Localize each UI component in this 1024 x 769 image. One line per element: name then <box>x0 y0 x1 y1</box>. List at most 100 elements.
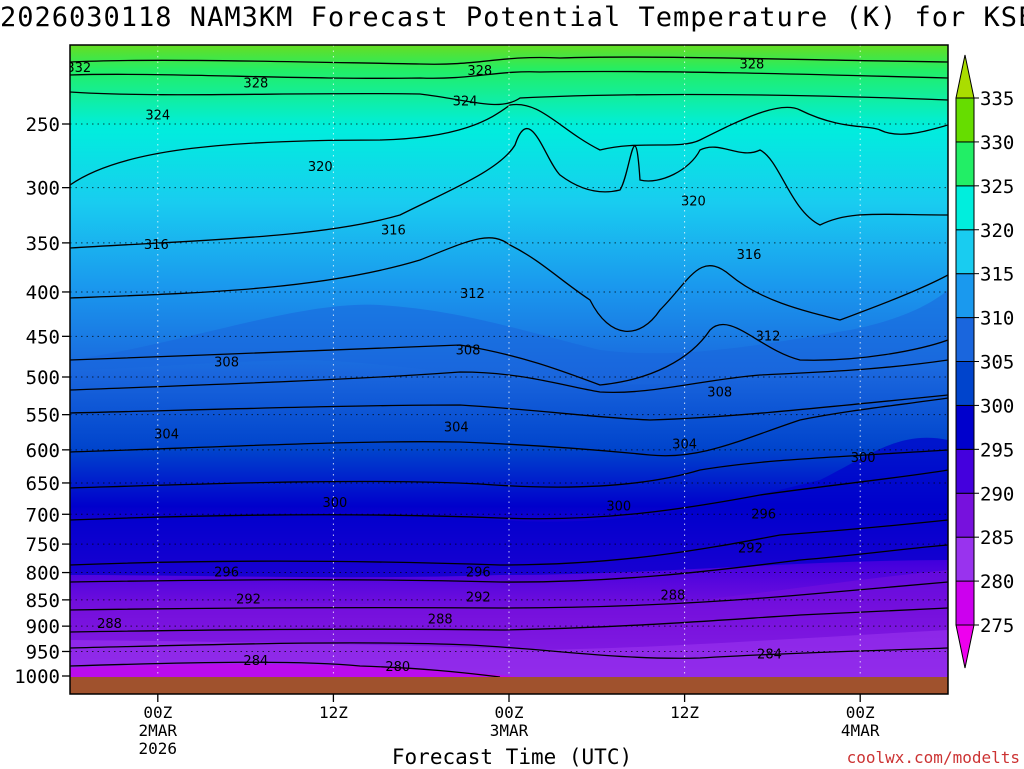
colorbar-min-arrow <box>955 624 975 669</box>
contour-label: 304 <box>672 437 697 452</box>
contour-label: 312 <box>756 329 781 344</box>
colorbar-label: 330 <box>980 132 1014 154</box>
y-tick-label: 600 <box>26 440 60 462</box>
x-axis-title: Forecast Time (UTC) <box>391 745 633 769</box>
contour-label: 328 <box>739 58 764 73</box>
contour-line <box>70 91 948 106</box>
colorbar-swatch <box>955 492 975 538</box>
contour-line <box>70 394 948 421</box>
contour-line <box>70 323 948 386</box>
contour-label: 324 <box>453 94 478 109</box>
y-tick-label: 550 <box>26 405 60 427</box>
x-tick-label: 00Z <box>846 703 875 722</box>
colorbar-swatch <box>955 141 975 187</box>
colorbar-swatch <box>955 97 975 143</box>
contour-label: 316 <box>737 248 762 263</box>
colorbar-swatch <box>955 580 975 626</box>
colorbar-swatch <box>955 273 975 319</box>
contour-label: 308 <box>214 356 239 371</box>
contour-lines <box>70 56 948 677</box>
chart-title: 2026030118 NAM3KM Forecast Potential Tem… <box>0 2 1024 33</box>
x-tick-date-label: 2026 <box>139 739 178 758</box>
contour-label: 296 <box>466 566 491 581</box>
colorbar-label: 315 <box>980 264 1014 286</box>
contour-line <box>70 397 948 457</box>
contour-label: 304 <box>444 421 469 436</box>
x-tick-date-label: 3MAR <box>490 721 529 740</box>
colorbar-swatch <box>955 317 975 363</box>
y-tick-label: 650 <box>26 473 60 495</box>
y-tick-label: 350 <box>26 233 60 255</box>
colorbar-label: 325 <box>980 176 1014 198</box>
theta-field: 332 328 328 328 324 324 320 320 316 316 316 312 312 3… <box>66 45 948 677</box>
contour-label: 316 <box>381 223 406 238</box>
x-tick-label: 00Z <box>495 703 524 722</box>
colorbar-label: 305 <box>980 352 1014 374</box>
contour-label: 288 <box>428 612 453 627</box>
contour-label: 328 <box>243 76 268 91</box>
colorbar-swatch <box>955 536 975 582</box>
colorbar-label: 320 <box>980 220 1014 242</box>
colorbar-swatch <box>955 185 975 231</box>
contour-label: 296 <box>751 507 776 522</box>
colorbar-label: 310 <box>980 308 1014 330</box>
colorbar-label: 275 <box>980 615 1014 637</box>
y-tick-label: 1000 <box>14 666 60 688</box>
contour-label: 296 <box>214 566 239 581</box>
x-tick-date-label: 2MAR <box>139 721 178 740</box>
y-tick-label: 450 <box>26 326 60 348</box>
colorbar-label: 300 <box>980 395 1014 417</box>
x-tick-date-label: 4MAR <box>841 721 880 740</box>
contour-label: 292 <box>738 542 763 557</box>
contour-label: 320 <box>681 195 706 210</box>
contour-label: 284 <box>243 654 268 669</box>
colorbar-swatch <box>955 229 975 275</box>
contour-label: 312 <box>460 287 485 302</box>
pressure-axis: 250 300 350 400 450 500 550 600 650 700 750 800 850 9… <box>14 114 70 688</box>
contour-line <box>70 607 948 633</box>
contour-label: 292 <box>236 592 261 607</box>
contour-label: 292 <box>466 591 491 606</box>
y-tick-label: 700 <box>26 504 60 526</box>
pressure-gridlines <box>70 123 948 652</box>
contour-label: 288 <box>97 617 122 632</box>
contour-label: 316 <box>144 238 169 253</box>
band-280-shade <box>70 663 520 677</box>
contour-line <box>70 359 948 394</box>
site-credit[interactable]: coolwx.com/modelts <box>846 748 1020 767</box>
colorbar-label: 295 <box>980 439 1014 461</box>
colorbar: 275 280 285 290 295 300 305 310 315 320 325 330 335 <box>955 54 1014 669</box>
contour-line <box>70 237 948 333</box>
contour-label: 300 <box>851 451 876 466</box>
contour-labels: 332 328 328 328 324 324 320 320 316 316 316 312 312 3… <box>66 58 876 675</box>
contour-label: 284 <box>757 647 782 662</box>
y-tick-label: 500 <box>26 367 60 389</box>
y-tick-label: 250 <box>26 114 60 136</box>
x-tick-label: 00Z <box>143 703 172 722</box>
contour-label: 280 <box>385 660 410 675</box>
contour-line <box>70 103 948 186</box>
contour-line <box>70 544 948 583</box>
contour-line <box>70 519 948 566</box>
x-tick-label: 12Z <box>670 703 699 722</box>
contour-label: 308 <box>707 385 732 400</box>
contour-line <box>70 469 948 521</box>
colorbar-label: 285 <box>980 527 1014 549</box>
colorbar-swatch <box>955 448 975 494</box>
contour-line <box>70 70 948 79</box>
contour-line <box>70 661 501 677</box>
time-gridlines <box>157 45 861 677</box>
contour-label: 332 <box>66 61 91 76</box>
y-tick-label: 400 <box>26 282 60 304</box>
contour-line <box>70 581 948 611</box>
y-tick-label: 800 <box>26 563 60 585</box>
band-300-shade <box>70 437 948 578</box>
colorbar-label: 335 <box>980 88 1014 110</box>
colorbar-swatch <box>955 361 975 406</box>
colorbar-label: 280 <box>980 571 1014 593</box>
y-tick-label: 300 <box>26 178 60 200</box>
colorbar-swatch <box>955 404 975 450</box>
contour-label: 308 <box>456 344 481 359</box>
